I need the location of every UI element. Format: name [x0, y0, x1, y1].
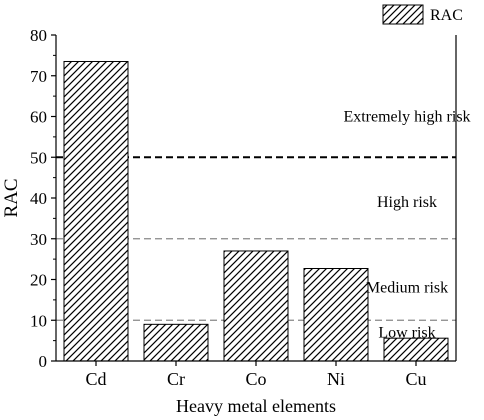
- risk-annotation: Medium risk: [366, 280, 448, 297]
- x-axis-label: Heavy metal elements: [176, 396, 336, 416]
- y-tick-label: 80: [30, 26, 47, 45]
- x-tick-label: Cu: [405, 369, 426, 389]
- risk-annotation: Low risk: [378, 324, 435, 341]
- bars-group: [63, 60, 449, 362]
- legend: RAC: [382, 4, 463, 25]
- x-tick-label: Cr: [167, 369, 185, 389]
- risk-annotation: Extremely high risk: [343, 109, 470, 126]
- bar-co: [223, 250, 289, 362]
- y-tick-label: 30: [30, 230, 47, 249]
- x-ticks: Cd Cr Co Ni Cu: [85, 361, 427, 389]
- y-tick-label: 20: [30, 271, 47, 290]
- y-tick-label: 70: [30, 67, 47, 86]
- legend-swatch: [382, 4, 424, 25]
- risk-annotation: High risk: [377, 194, 437, 211]
- y-tick-label: 40: [30, 189, 47, 208]
- bar-cr: [143, 323, 209, 362]
- y-tick-label: 10: [30, 311, 47, 330]
- risk-annotations: Extremely high risk High risk Medium risk L…: [343, 109, 470, 342]
- y-tick-label: 50: [30, 148, 47, 167]
- y-axis-label: RAC: [1, 178, 22, 217]
- bar-cu: [383, 337, 449, 362]
- x-tick-label: Ni: [327, 369, 345, 389]
- y-tick-label: 0: [39, 352, 48, 371]
- legend-label: RAC: [430, 7, 463, 24]
- y-ticks: 0 10 20 30 40 50 60 70 80: [30, 26, 56, 371]
- bar-ni: [303, 267, 369, 362]
- x-tick-label: Co: [245, 369, 266, 389]
- y-tick-label: 60: [30, 108, 47, 127]
- x-tick-label: Cd: [85, 369, 106, 389]
- bar-cd: [63, 60, 129, 362]
